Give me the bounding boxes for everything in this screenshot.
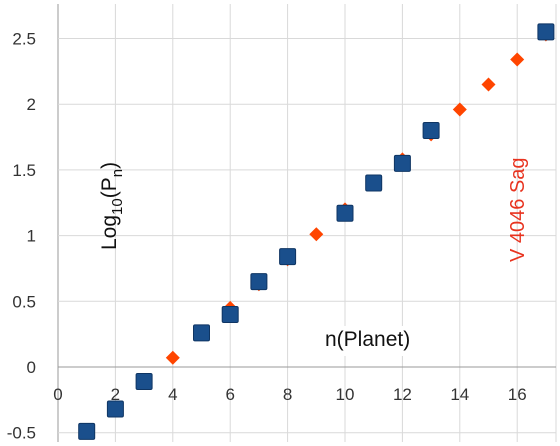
y-tick-label: 1	[27, 227, 36, 246]
square-point	[221, 305, 239, 323]
square-point	[135, 372, 153, 390]
x-tick-label: 4	[168, 385, 177, 404]
y-axis-label-sub2: n	[109, 169, 126, 177]
square-point	[250, 273, 268, 291]
diamond-point	[452, 102, 467, 117]
y-tick-label: 2.5	[12, 30, 36, 49]
data-points	[78, 23, 555, 440]
tick-labels: 0 2 4 6 8 10 12 14 16 -0.5 0 0.5 1 1.5 2 2.5	[7, 30, 527, 443]
x-tick-label: 0	[53, 385, 62, 404]
y-tick-label: 2	[27, 95, 36, 114]
grid-lines	[57, 4, 557, 442]
y-axis-label-close: )	[98, 162, 121, 169]
square-point	[365, 174, 383, 192]
y-axis-label-open: (P	[98, 177, 121, 198]
x-tick-label: 14	[450, 385, 469, 404]
square-point	[78, 422, 96, 440]
diamond-point	[510, 52, 525, 67]
x-tick-label: 12	[393, 385, 412, 404]
square-point	[336, 204, 354, 222]
y-axis-label-sub1: 10	[109, 198, 126, 215]
diamond-point	[165, 350, 180, 365]
y-axis-label-base: Log	[98, 215, 121, 250]
x-tick-label: 16	[508, 385, 527, 404]
square-point	[422, 121, 440, 139]
x-tick-label: 6	[225, 385, 234, 404]
y-tick-label: 0	[27, 358, 36, 377]
square-point	[393, 154, 411, 172]
y-tick-label: 0.5	[12, 292, 36, 311]
square-point	[537, 23, 555, 41]
x-tick-label: 8	[283, 385, 292, 404]
x-tick-label: 2	[111, 385, 120, 404]
y-tick-label: -0.5	[7, 424, 36, 443]
y-tick-label: 1.5	[12, 161, 36, 180]
x-axis-label: n(Planet)	[325, 328, 410, 351]
x-label-backdrop	[318, 326, 434, 356]
series-annotation: V 4046 Sag	[507, 157, 529, 262]
square-point	[106, 400, 124, 418]
y-axis-label: Log10(Pn)	[98, 162, 126, 250]
square-point	[279, 248, 297, 266]
x-tick-label: 10	[336, 385, 355, 404]
square-point	[193, 324, 210, 342]
diamond-point	[309, 227, 324, 242]
diamond-point	[481, 77, 496, 92]
